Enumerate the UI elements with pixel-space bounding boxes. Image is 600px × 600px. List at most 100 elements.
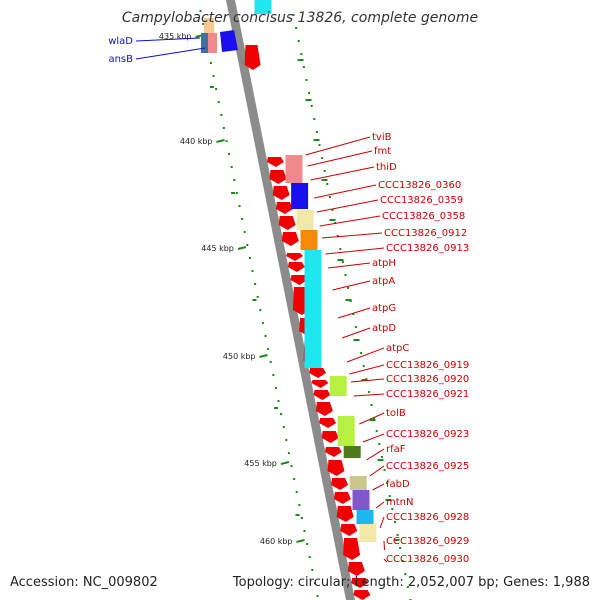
leader-line xyxy=(346,347,385,363)
genome-backbone xyxy=(226,0,355,600)
feature-block xyxy=(291,183,309,209)
gene-label-atph: atpH xyxy=(372,258,396,269)
leader-line xyxy=(375,501,385,509)
feature-block xyxy=(352,490,370,510)
inner-dot xyxy=(217,101,220,103)
gene-label-thid: thiD xyxy=(376,162,397,173)
outer-dot xyxy=(378,443,381,445)
outer-dot xyxy=(292,14,295,16)
inner-dot xyxy=(248,257,251,259)
outer-dot xyxy=(406,586,409,588)
outer-dot xyxy=(341,261,344,263)
gene-label-ccc13826_0912: CCC13826_0912 xyxy=(384,228,467,239)
kbp-tick-label: 455 kbp xyxy=(244,459,277,468)
feature-block xyxy=(300,230,318,250)
gene-label-wlad: wlaD xyxy=(108,36,133,47)
kbp-tick xyxy=(259,354,268,358)
cds-arrow xyxy=(244,45,261,70)
leader-line xyxy=(341,327,371,339)
inner-dot xyxy=(212,75,215,77)
inner-dot xyxy=(235,192,238,194)
feature-block xyxy=(254,0,272,14)
outer-dot xyxy=(362,365,365,367)
leader-line xyxy=(135,37,201,42)
kbp-tick xyxy=(280,461,290,465)
cds-arrow xyxy=(275,202,293,214)
leader-line xyxy=(307,150,373,167)
outer-dot xyxy=(383,469,386,471)
outer-dot xyxy=(396,534,399,536)
gene-label-fmt: fmt xyxy=(374,146,391,157)
genome-summary-text: Topology: circular; Length: 2,052,007 bp… xyxy=(232,575,590,590)
inner-dot xyxy=(259,309,262,311)
outer-dot xyxy=(388,495,391,497)
outer-dot xyxy=(305,79,308,81)
outer-dot xyxy=(352,313,355,315)
cds-arrow xyxy=(315,402,333,416)
inner-dot xyxy=(303,530,306,532)
inner-dot xyxy=(209,62,212,64)
outer-dot xyxy=(308,92,311,94)
accession-text: Accession: NC_009802 xyxy=(10,575,158,590)
label-leader-lines xyxy=(135,37,388,563)
cds-arrow xyxy=(272,186,290,200)
outer-dot xyxy=(295,27,298,29)
inner-dot xyxy=(238,205,241,207)
inner-dot xyxy=(287,452,290,454)
leader-line xyxy=(305,136,371,156)
inner-dot xyxy=(313,582,316,584)
gene-label-ccc13826_0920: CCC13826_0920 xyxy=(386,374,469,385)
outer-dot xyxy=(297,40,300,42)
gene-label-mtnn: mtnN xyxy=(386,497,413,508)
outer-dot xyxy=(300,53,303,55)
feature-block xyxy=(349,476,367,490)
gene-label-ccc13826_0913: CCC13826_0913 xyxy=(386,243,469,254)
outer-dot xyxy=(375,430,378,432)
inner-dot xyxy=(215,88,218,90)
gene-label-tolb: tolB xyxy=(386,408,406,419)
outer-dot xyxy=(399,547,402,549)
feature-block xyxy=(356,510,374,524)
kbp-tick-label: 435 kbp xyxy=(159,32,192,41)
leader-line xyxy=(362,433,385,443)
feature-block xyxy=(337,416,355,446)
gene-label-ccc13826_0919: CCC13826_0919 xyxy=(386,360,469,371)
inner-dot xyxy=(274,387,277,389)
outer-dot xyxy=(328,196,331,198)
feature-block xyxy=(201,33,209,53)
cds-arrow xyxy=(343,538,361,560)
leader-line xyxy=(337,307,371,319)
outer-dot xyxy=(393,521,396,523)
leader-line xyxy=(350,378,385,383)
inner-dot xyxy=(311,569,314,571)
kbp-tick xyxy=(216,139,225,143)
outer-dot xyxy=(336,235,339,237)
inner-dot xyxy=(269,361,272,363)
leader-line xyxy=(349,364,385,375)
inner-dot xyxy=(277,400,280,402)
inner-dot xyxy=(222,127,225,129)
leader-line xyxy=(135,47,206,60)
kbp-tick xyxy=(296,539,305,543)
cds-arrow xyxy=(347,562,365,576)
outer-dot xyxy=(401,560,404,562)
gene-label-ccc13826_0928: CCC13826_0928 xyxy=(386,512,469,523)
inner-dot xyxy=(267,348,270,350)
cds-arrow xyxy=(324,447,342,457)
outer-dot xyxy=(380,456,383,458)
gene-label-ccc13826_0358: CCC13826_0358 xyxy=(382,211,465,222)
outer-dot xyxy=(331,209,334,211)
outer-dot xyxy=(339,248,342,250)
gene-label-ccc13826_0923: CCC13826_0923 xyxy=(386,429,469,440)
inner-dot xyxy=(199,10,202,12)
gene-label-ccc13826_0359: CCC13826_0359 xyxy=(380,195,463,206)
gene-label-atpa: atpA xyxy=(372,276,395,287)
inner-dot xyxy=(308,556,311,558)
inner-dot xyxy=(285,439,288,441)
gene-label-rfaf: rfaF xyxy=(386,444,406,455)
outer-dot xyxy=(323,170,326,172)
inner-dot xyxy=(295,491,298,493)
feature-block xyxy=(359,524,377,542)
feature-block xyxy=(204,18,214,36)
outer-dot xyxy=(373,417,376,419)
